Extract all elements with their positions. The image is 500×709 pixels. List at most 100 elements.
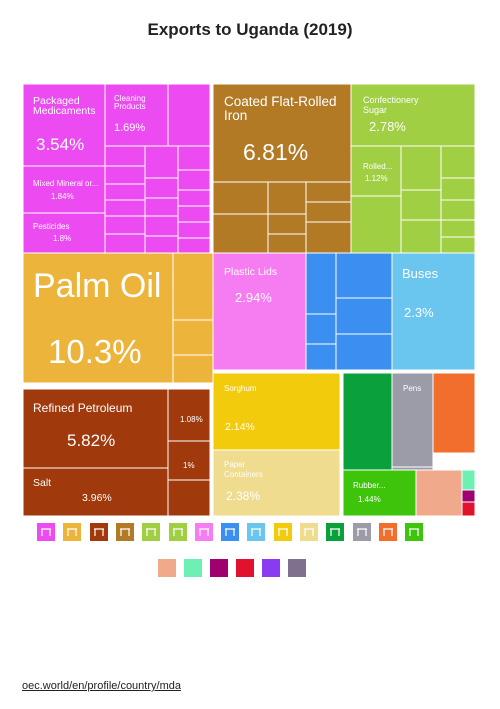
treemap-tile[interactable] — [305, 252, 337, 315]
treemap-chart: Packaged Medicaments 3.54% Cleaning Products… — [22, 83, 476, 517]
tile-value: 1.08% — [180, 415, 203, 424]
treemap-tile[interactable] — [267, 213, 307, 235]
treemap-tile-labeled[interactable] — [212, 252, 307, 371]
treemap-tile[interactable] — [267, 181, 307, 215]
tile-value: 6.81% — [243, 139, 308, 165]
treemap-tile[interactable] — [172, 354, 214, 384]
metal-bar-icon[interactable] — [115, 523, 134, 541]
treemap-tile[interactable] — [177, 169, 211, 191]
textile-icon[interactable] — [326, 523, 345, 541]
treemap-tile[interactable] — [305, 201, 352, 223]
paper-icon[interactable] — [300, 523, 318, 541]
treemap-tile-labeled[interactable] — [22, 388, 169, 469]
treemap-tile[interactable] — [350, 195, 402, 254]
treemap-tile-labeled[interactable] — [22, 467, 169, 517]
treemap-tile[interactable] — [177, 145, 211, 171]
treemap-tile[interactable] — [104, 215, 146, 235]
treemap-tile-labeled[interactable] — [350, 83, 476, 147]
wheat-icon[interactable] — [142, 523, 161, 541]
tile-value: 2.38% — [226, 489, 260, 503]
treemap-tile-labeled[interactable] — [167, 440, 211, 481]
leaf-icon[interactable] — [273, 523, 292, 541]
tile-value: 2.94% — [235, 290, 272, 305]
art-icon[interactable] — [262, 559, 280, 577]
treemap-tile-labeled[interactable] — [167, 388, 211, 442]
treemap-tile-labeled[interactable] — [391, 252, 476, 371]
treemap-tile-labeled[interactable] — [104, 83, 169, 147]
plastic-icon[interactable] — [194, 523, 213, 541]
gem-icon[interactable] — [210, 559, 228, 577]
treemap-tile[interactable] — [461, 489, 476, 503]
plant-icon[interactable] — [168, 523, 187, 541]
treemap-tile[interactable] — [440, 219, 476, 238]
treemap-tile[interactable] — [461, 469, 476, 491]
treemap-tile[interactable] — [335, 297, 393, 335]
treemap-tile[interactable] — [335, 252, 393, 299]
treemap-tile[interactable] — [212, 213, 269, 254]
treemap-tile[interactable] — [400, 189, 442, 221]
treemap-tile[interactable] — [400, 145, 442, 191]
chair-icon[interactable] — [63, 523, 82, 541]
treemap-tile[interactable] — [440, 199, 476, 221]
treemap-tile[interactable] — [305, 343, 337, 371]
treemap-tile[interactable] — [104, 233, 146, 254]
treemap-tile[interactable] — [432, 372, 476, 454]
treemap-tile[interactable] — [440, 236, 476, 254]
treemap-tile[interactable] — [104, 199, 146, 217]
stone-icon[interactable] — [184, 559, 202, 577]
treemap-tile[interactable] — [177, 205, 211, 223]
treemap-tile-labeled[interactable] — [22, 212, 106, 254]
treemap-tile[interactable] — [415, 469, 463, 517]
treemap-tile[interactable] — [305, 313, 337, 345]
tile-value: 1% — [183, 461, 195, 470]
treemap-tile-labeled[interactable] — [212, 449, 341, 517]
treemap-tile[interactable] — [461, 501, 476, 517]
tile-label: Pens — [403, 384, 421, 393]
treemap-tile[interactable] — [305, 181, 352, 203]
tile-label: Confectionery Sugar — [363, 95, 419, 115]
treemap-tile-labeled[interactable] — [391, 372, 434, 468]
treemap-tile[interactable] — [144, 197, 179, 217]
treemap-tile[interactable] — [342, 372, 393, 471]
footwear-icon[interactable] — [158, 559, 176, 577]
treemap-tile[interactable] — [267, 233, 307, 254]
animal-icon[interactable] — [405, 523, 424, 541]
source-link[interactable]: oec.world/en/profile/country/mda — [22, 680, 181, 692]
instrument-icon[interactable] — [352, 523, 371, 541]
tile-value: 2.78% — [369, 119, 406, 134]
machine-icon[interactable] — [221, 523, 240, 541]
tile-label: Cleaning Products — [114, 94, 146, 111]
rock-icon[interactable] — [89, 523, 108, 541]
treemap-tile[interactable] — [144, 215, 179, 237]
treemap-tile[interactable] — [177, 189, 211, 207]
treemap-tile[interactable] — [144, 235, 179, 254]
tile-value: 1.84% — [51, 192, 74, 201]
treemap-tile[interactable] — [167, 83, 211, 147]
treemap-tile-labeled[interactable] — [22, 252, 174, 384]
treemap-tile-labeled[interactable] — [22, 83, 106, 167]
treemap-tile[interactable] — [400, 219, 442, 254]
treemap-tile-labeled[interactable] — [22, 165, 106, 214]
treemap-tile-labeled[interactable] — [350, 145, 402, 197]
treemap-tile[interactable] — [335, 333, 393, 371]
treemap-tile-labeled[interactable] — [212, 83, 352, 183]
treemap-tile[interactable] — [177, 237, 211, 254]
tile-label: Paper Containers — [224, 460, 263, 479]
treemap-tile[interactable] — [104, 165, 146, 185]
treemap-tile[interactable] — [144, 177, 179, 199]
treemap-tile[interactable] — [440, 145, 476, 179]
treemap-tile[interactable] — [167, 479, 211, 517]
treemap-tile[interactable] — [212, 181, 269, 215]
treemap-tile[interactable] — [104, 183, 146, 201]
treemap-tile[interactable] — [305, 221, 352, 254]
car-icon[interactable] — [247, 523, 266, 541]
pi-icon[interactable] — [37, 523, 55, 541]
treemap-tile-labeled[interactable] — [342, 469, 417, 517]
treemap-tile[interactable] — [177, 221, 211, 239]
treemap-tile[interactable] — [440, 177, 476, 201]
misc-icon[interactable] — [288, 559, 306, 577]
tool-icon[interactable] — [378, 523, 397, 541]
treemap-tile[interactable] — [104, 145, 146, 167]
weapon-icon[interactable] — [236, 559, 254, 577]
treemap-tile[interactable] — [144, 145, 179, 179]
